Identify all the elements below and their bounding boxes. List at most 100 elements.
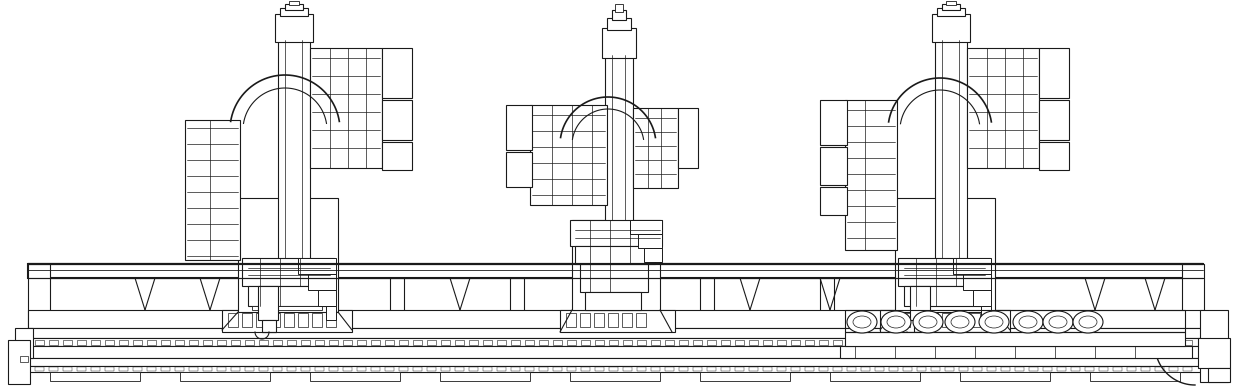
- Bar: [273, 340, 281, 345]
- Bar: [329, 367, 339, 371]
- Bar: [399, 340, 408, 345]
- Bar: [931, 367, 940, 371]
- Bar: [384, 340, 394, 345]
- Bar: [608, 18, 631, 30]
- Bar: [707, 340, 715, 345]
- Bar: [265, 278, 279, 352]
- Ellipse shape: [1013, 311, 1043, 333]
- Bar: [222, 310, 352, 332]
- Bar: [50, 372, 140, 381]
- Bar: [818, 367, 828, 371]
- Bar: [931, 340, 940, 345]
- Bar: [175, 367, 184, 371]
- Bar: [278, 40, 310, 260]
- Bar: [575, 246, 655, 264]
- Bar: [830, 372, 920, 381]
- Bar: [777, 367, 786, 371]
- Bar: [29, 346, 1203, 358]
- Ellipse shape: [913, 311, 942, 333]
- Bar: [582, 340, 590, 345]
- Bar: [1183, 340, 1192, 345]
- Bar: [91, 340, 100, 345]
- Bar: [805, 340, 813, 345]
- Bar: [844, 332, 1185, 346]
- Bar: [259, 340, 268, 345]
- Bar: [636, 313, 646, 327]
- Bar: [119, 367, 128, 371]
- Bar: [560, 310, 675, 332]
- Bar: [735, 340, 744, 345]
- Bar: [889, 367, 898, 371]
- Bar: [973, 340, 982, 345]
- Bar: [565, 313, 577, 327]
- Bar: [1085, 367, 1094, 371]
- Bar: [35, 340, 43, 345]
- Bar: [29, 358, 1203, 366]
- Bar: [440, 372, 529, 381]
- Bar: [820, 147, 847, 185]
- Bar: [914, 320, 928, 332]
- Bar: [259, 367, 268, 371]
- Bar: [63, 340, 72, 345]
- Bar: [570, 220, 662, 246]
- Bar: [312, 313, 322, 327]
- Bar: [29, 328, 1203, 338]
- Bar: [188, 367, 198, 371]
- Bar: [1141, 367, 1149, 371]
- Bar: [270, 313, 280, 327]
- Bar: [959, 340, 968, 345]
- Bar: [427, 340, 436, 345]
- Bar: [1039, 100, 1069, 140]
- Bar: [301, 340, 310, 345]
- Bar: [285, 4, 303, 10]
- Bar: [960, 372, 1050, 381]
- Bar: [258, 286, 278, 320]
- Bar: [148, 367, 156, 371]
- Bar: [371, 367, 379, 371]
- Bar: [510, 278, 525, 352]
- Bar: [595, 367, 604, 371]
- Bar: [242, 258, 334, 286]
- Bar: [1183, 367, 1192, 371]
- Bar: [928, 313, 937, 327]
- Bar: [918, 367, 926, 371]
- Bar: [1043, 340, 1052, 345]
- Bar: [273, 367, 281, 371]
- Bar: [50, 367, 58, 371]
- Bar: [1099, 367, 1109, 371]
- Bar: [180, 372, 270, 381]
- Ellipse shape: [1043, 311, 1073, 333]
- Ellipse shape: [1049, 316, 1066, 328]
- Bar: [77, 340, 86, 345]
- Bar: [818, 340, 828, 345]
- Bar: [343, 367, 352, 371]
- Bar: [833, 340, 842, 345]
- Bar: [1099, 340, 1109, 345]
- Bar: [242, 313, 252, 327]
- Bar: [945, 340, 954, 345]
- Bar: [455, 367, 464, 371]
- Bar: [1208, 368, 1230, 382]
- Bar: [1043, 367, 1052, 371]
- Bar: [161, 367, 170, 371]
- Bar: [20, 356, 29, 362]
- Bar: [484, 340, 492, 345]
- Bar: [637, 340, 646, 345]
- Bar: [246, 367, 254, 371]
- Bar: [506, 152, 532, 187]
- Bar: [91, 367, 100, 371]
- Bar: [484, 367, 492, 371]
- Bar: [231, 340, 241, 345]
- Bar: [887, 313, 897, 327]
- Bar: [1114, 367, 1122, 371]
- Bar: [942, 313, 952, 327]
- Bar: [898, 258, 990, 286]
- Ellipse shape: [919, 316, 937, 328]
- Bar: [950, 278, 963, 352]
- Bar: [839, 346, 1192, 358]
- Ellipse shape: [1019, 316, 1037, 328]
- Bar: [847, 340, 856, 345]
- Bar: [701, 278, 714, 352]
- Bar: [203, 340, 212, 345]
- Bar: [29, 264, 1203, 278]
